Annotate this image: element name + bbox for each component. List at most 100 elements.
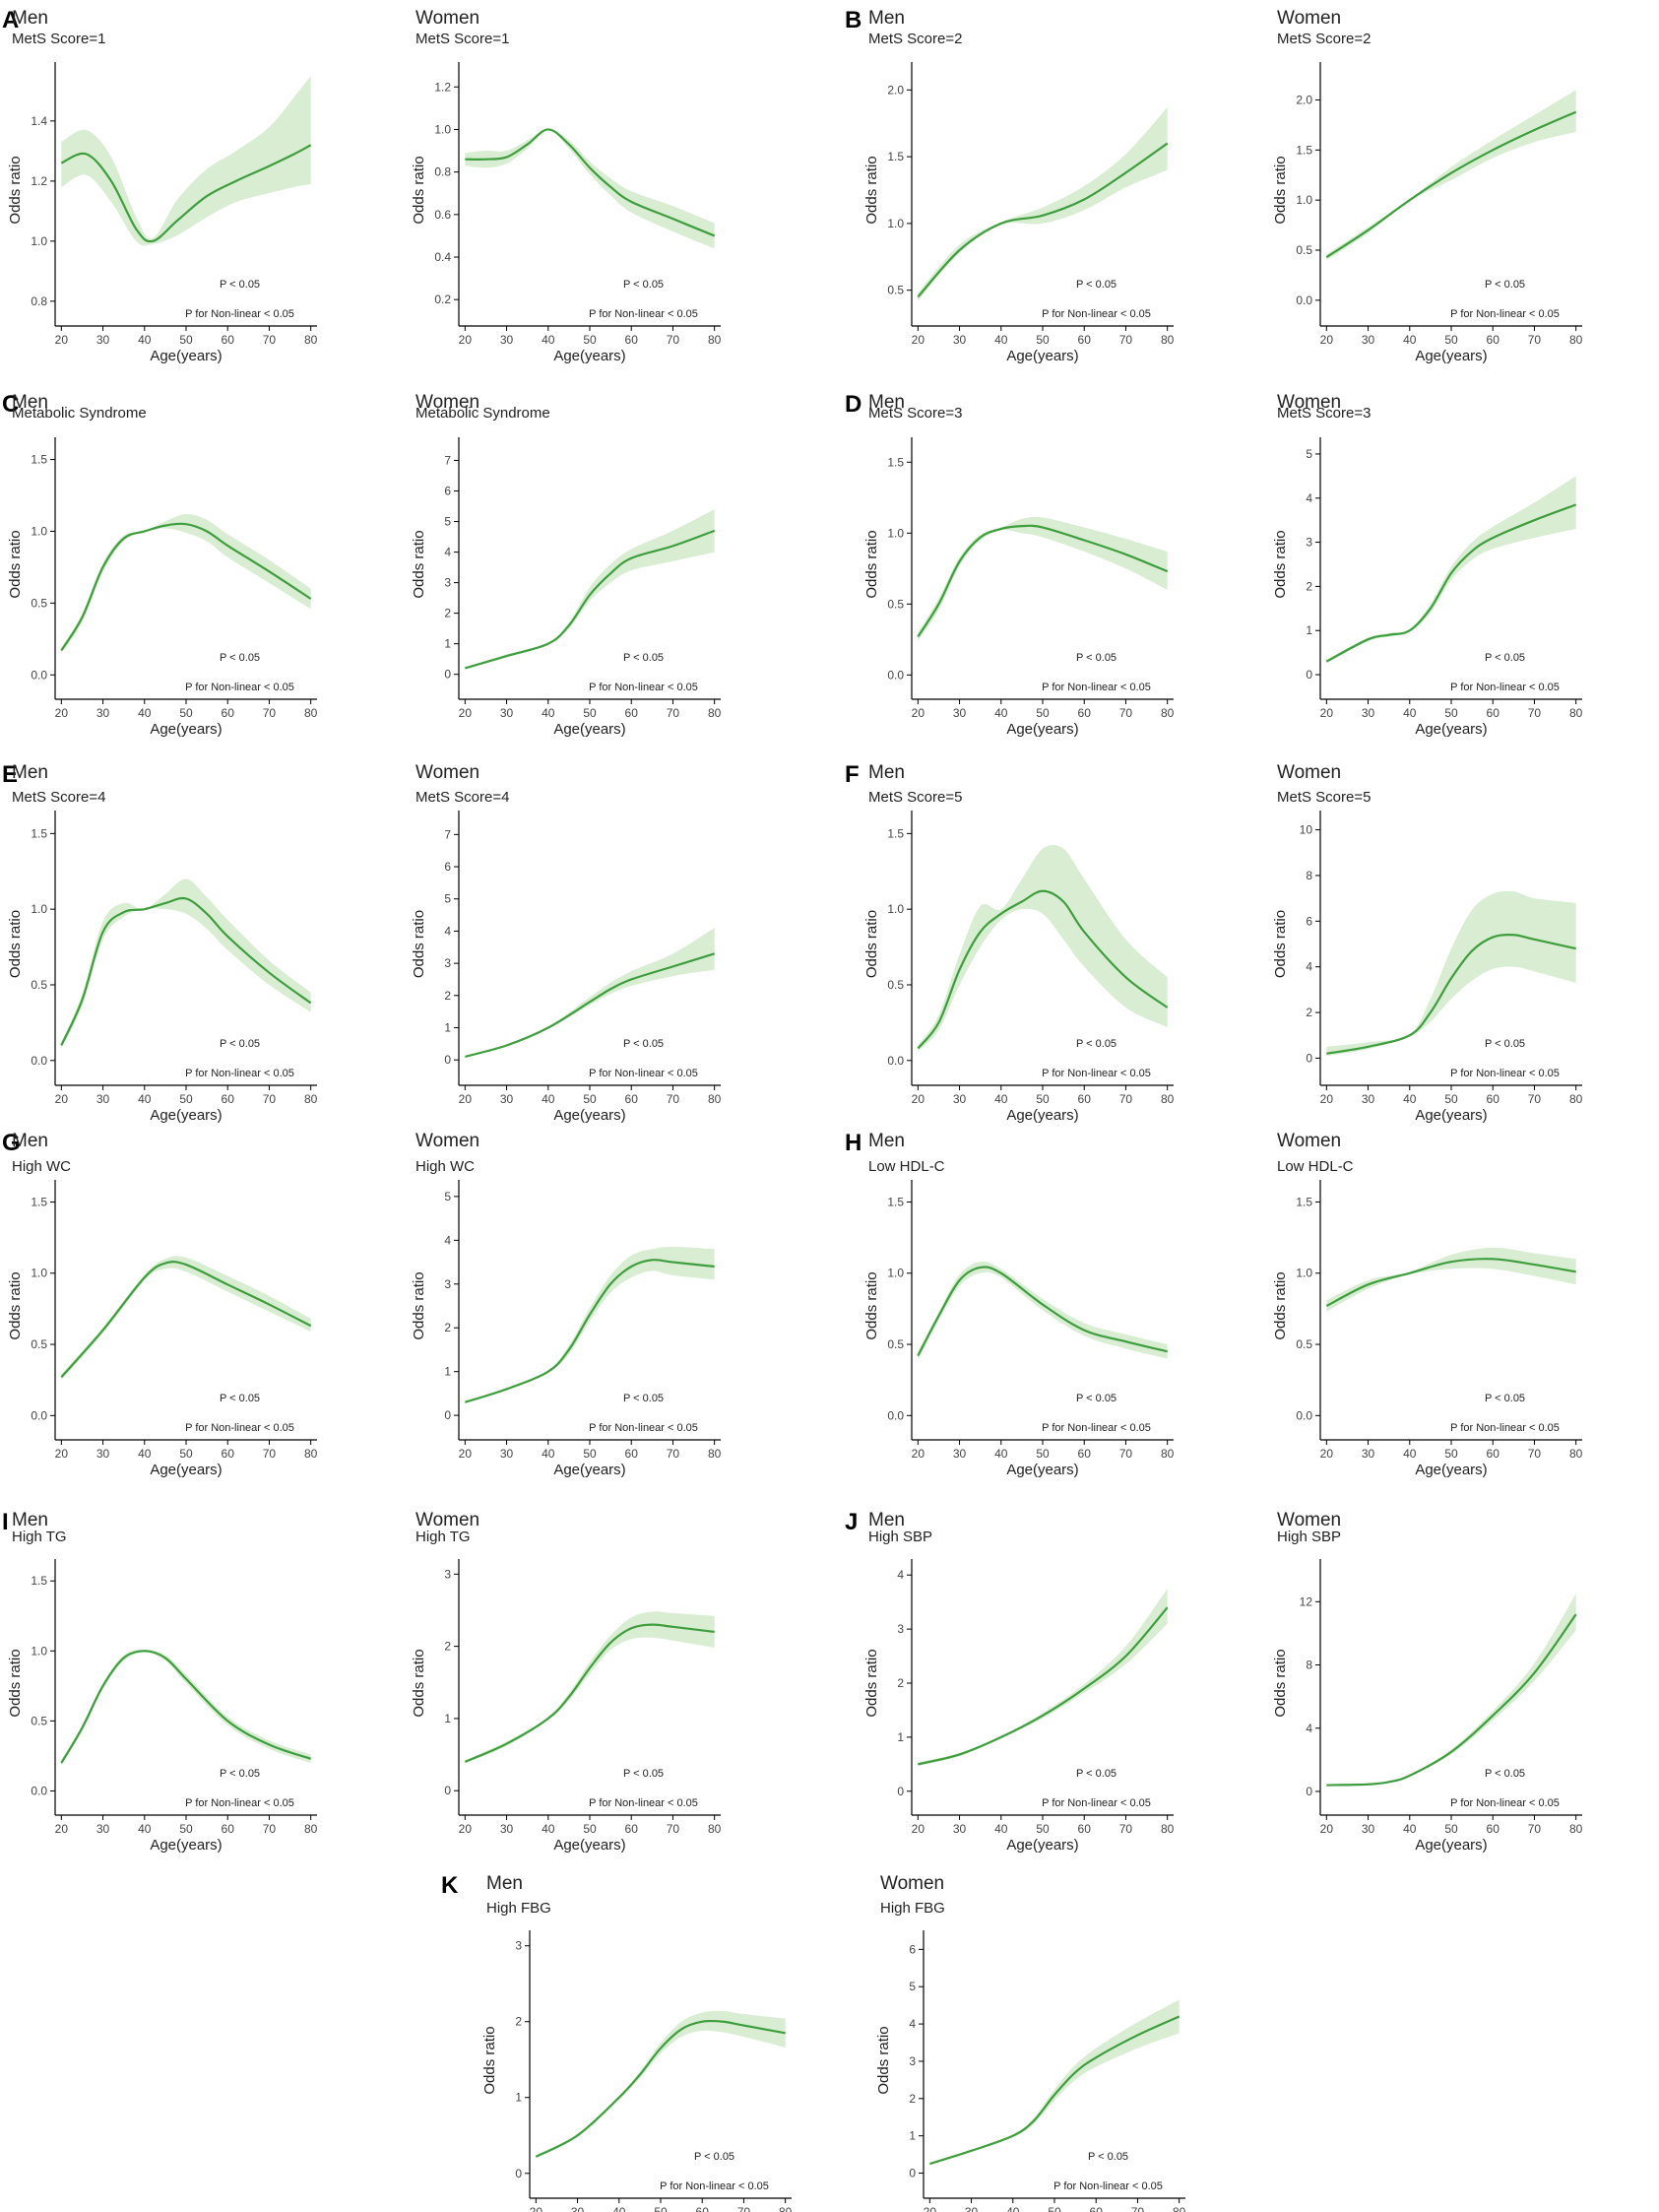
- panel-letter-g: G: [2, 1130, 21, 1156]
- chart-a-men: Men MetS Score=1 0.8 1.0 1.2 1.4 20 30 40 50 60 70 8…: [7, 8, 318, 364]
- y-tick-label: 4: [1306, 960, 1312, 974]
- y-tick-label: 0.0: [31, 668, 47, 682]
- x-tick-label: 30: [953, 1822, 967, 1836]
- x-tick-label: 20: [912, 1447, 925, 1461]
- x-tick-label: 70: [667, 1092, 680, 1106]
- y-axis-title: Odds ratio: [7, 1271, 24, 1339]
- x-tick-label: 60: [1078, 1447, 1092, 1461]
- x-tick-label: 40: [1403, 1822, 1417, 1836]
- x-tick-label: 50: [1444, 1092, 1458, 1106]
- confidence-band: [918, 844, 1168, 1052]
- panel-sex-label: Men: [486, 1873, 523, 1894]
- odds-ratio-curve: [1325, 1258, 1576, 1307]
- x-tick-label: 60: [222, 706, 235, 720]
- x-axis-title: Age(years): [1415, 721, 1487, 738]
- confidence-band: [1326, 1594, 1576, 1787]
- y-axis-title: Odds ratio: [863, 530, 880, 598]
- x-tick-label: 20: [1320, 706, 1334, 720]
- x-axis-title: Age(years): [553, 1462, 625, 1478]
- y-tick-label: 1: [515, 2091, 522, 2105]
- nonlinear-p-annotation: P for Non-linear < 0.05: [1450, 308, 1560, 320]
- y-tick-label: 0: [444, 668, 451, 682]
- nonlinear-p-annotation: P for Non-linear < 0.05: [1450, 1797, 1560, 1809]
- odds-ratio-curve: [464, 1623, 715, 1763]
- nonlinear-p-annotation: P for Non-linear < 0.05: [589, 1068, 698, 1079]
- x-tick-label: 50: [583, 706, 597, 720]
- p-value-annotation: P < 0.05: [1485, 1038, 1525, 1050]
- confidence-band: [1326, 90, 1576, 261]
- x-tick-label: 80: [304, 1447, 318, 1461]
- x-tick-label: 20: [55, 1822, 69, 1836]
- x-tick-label: 80: [1569, 1092, 1583, 1106]
- confidence-band: [918, 1261, 1168, 1360]
- p-value-annotation: P < 0.05: [623, 1768, 664, 1780]
- y-tick-label: 0.5: [887, 1337, 904, 1351]
- x-tick-label: 20: [459, 1822, 473, 1836]
- x-tick-label: 70: [667, 1447, 680, 1461]
- x-tick-label: 80: [708, 1822, 722, 1836]
- nonlinear-p-annotation: P for Non-linear < 0.05: [1042, 1422, 1151, 1434]
- y-tick-label: 2: [444, 989, 451, 1003]
- y-tick-label: 6: [1306, 914, 1312, 928]
- panel-outcome-label: Metabolic Syndrome: [12, 405, 147, 422]
- y-tick-label: 1.5: [1296, 143, 1312, 157]
- x-tick-label: 50: [179, 1822, 193, 1836]
- x-tick-label: 30: [500, 333, 514, 347]
- chart-f-women: Women MetS Score=5 0 2 4 6 8 10 20 30 40 50 60 70 80 Ag…: [1272, 762, 1583, 1124]
- panel-sex-label: Men: [868, 762, 905, 783]
- x-tick-label: 20: [912, 333, 925, 347]
- confidence-band: [536, 2010, 786, 2159]
- x-tick-label: 70: [263, 1092, 277, 1106]
- p-value-annotation: P < 0.05: [220, 1393, 260, 1404]
- y-tick-label: 1.0: [31, 1267, 47, 1280]
- x-tick-label: 50: [654, 2205, 668, 2212]
- y-axis-title: Odds ratio: [411, 1271, 427, 1339]
- x-tick-label: 40: [1403, 1447, 1417, 1461]
- panel-outcome-label: High WC: [415, 1158, 475, 1175]
- x-tick-label: 50: [583, 333, 597, 347]
- x-tick-label: 40: [1403, 333, 1417, 347]
- x-tick-label: 70: [1119, 1447, 1133, 1461]
- x-tick-label: 40: [1403, 706, 1417, 720]
- x-tick-label: 80: [1161, 1447, 1175, 1461]
- y-tick-label: 2: [444, 1321, 451, 1334]
- y-tick-label: 1.0: [887, 1267, 904, 1280]
- x-tick-label: 20: [459, 706, 473, 720]
- y-tick-label: 0.0: [31, 1408, 47, 1422]
- p-value-annotation: P < 0.05: [1485, 1768, 1525, 1780]
- odds-ratio-curve: [60, 522, 312, 652]
- y-tick-label: 3: [444, 956, 451, 970]
- y-tick-label: 0.5: [887, 597, 904, 611]
- x-tick-label: 20: [1320, 1092, 1334, 1106]
- x-tick-label: 20: [1320, 1822, 1334, 1836]
- y-tick-label: 3: [444, 1277, 451, 1291]
- p-value-annotation: P < 0.05: [1076, 1768, 1117, 1780]
- panel-outcome-label: MetS Score=1: [12, 31, 105, 47]
- odds-ratio-curve: [465, 529, 716, 670]
- y-tick-label: 4: [444, 924, 451, 938]
- nonlinear-p-annotation: P for Non-linear < 0.05: [589, 682, 698, 693]
- x-axis-title: Age(years): [150, 1462, 222, 1478]
- x-tick-label: 60: [1078, 1822, 1092, 1836]
- x-tick-label: 60: [222, 1822, 235, 1836]
- x-tick-label: 80: [1569, 706, 1583, 720]
- nonlinear-p-annotation: P for Non-linear < 0.05: [1450, 1068, 1560, 1079]
- chart-h-women: Women Low HDL-C 0.0 0.5 1.0 1.5 20 30 40 50 60 70 80…: [1272, 1131, 1583, 1478]
- panel-letter-j: J: [845, 1509, 858, 1535]
- y-tick-label: 1.2: [31, 174, 47, 188]
- y-axis-title: Odds ratio: [481, 2026, 498, 2094]
- x-tick-label: 80: [708, 1092, 722, 1106]
- y-tick-label: 6: [444, 485, 451, 498]
- y-tick-label: 0: [1306, 668, 1312, 682]
- panel-sex-label: Women: [1277, 8, 1341, 29]
- y-tick-label: 1.5: [1296, 1195, 1312, 1208]
- panel-sex-label: Men: [868, 1510, 905, 1530]
- panel-outcome-label: High WC: [12, 1158, 71, 1175]
- x-tick-label: 80: [1569, 333, 1583, 347]
- x-tick-label: 80: [779, 2205, 793, 2212]
- nonlinear-p-annotation: P for Non-linear < 0.05: [1042, 308, 1151, 320]
- panel-outcome-label: MetS Score=5: [868, 789, 962, 806]
- y-tick-label: 1: [1306, 623, 1312, 637]
